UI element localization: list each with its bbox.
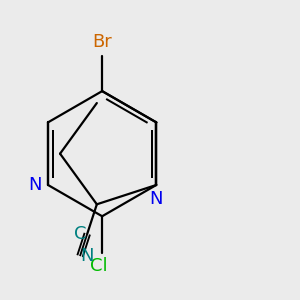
Text: N: N xyxy=(150,190,163,208)
Text: Cl: Cl xyxy=(90,257,108,275)
Text: N: N xyxy=(28,176,41,194)
Text: Br: Br xyxy=(92,33,112,51)
Text: N: N xyxy=(81,247,94,265)
Text: C: C xyxy=(74,225,86,243)
